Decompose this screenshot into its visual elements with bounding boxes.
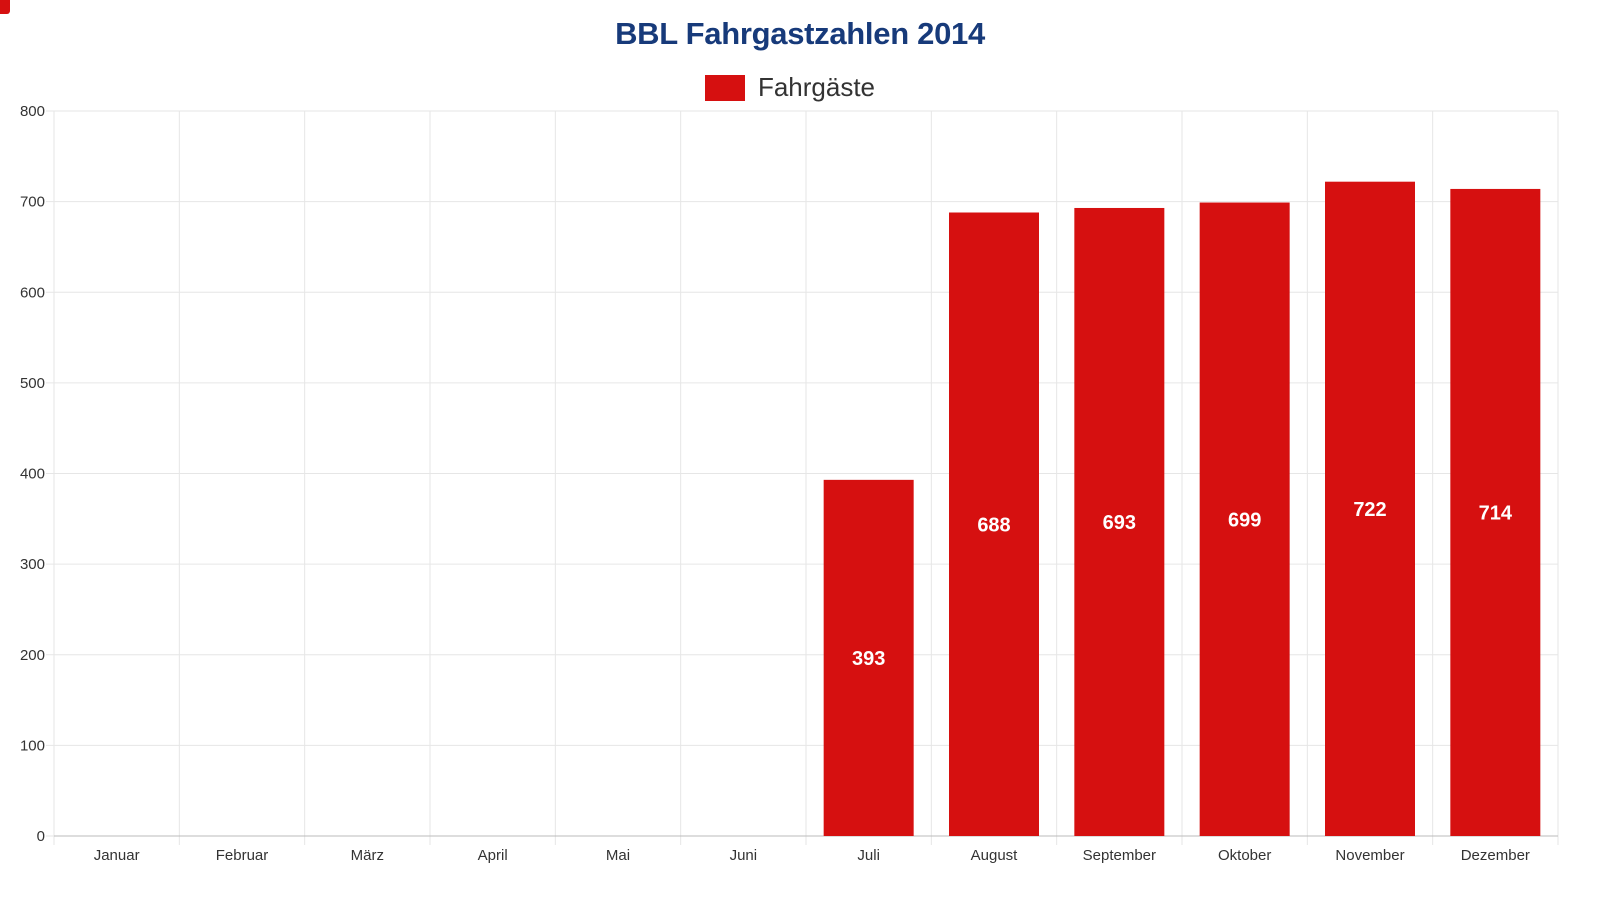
chart-title: BBL Fahrgastzahlen 2014 <box>615 16 985 51</box>
x-tick-label: April <box>478 847 508 864</box>
bar-value-label: 393 <box>852 648 885 670</box>
y-tick-label: 400 <box>20 466 45 483</box>
y-tick-label: 700 <box>20 194 45 211</box>
bar <box>1325 181 1415 836</box>
x-tick-label: Januar <box>94 847 140 864</box>
bar-value-label: 693 <box>1103 512 1136 534</box>
x-tick-label: August <box>971 847 1019 864</box>
bar <box>949 212 1039 836</box>
bar <box>1199 202 1290 836</box>
bar-value-label: 714 <box>1479 502 1513 524</box>
y-tick-label: 200 <box>20 647 45 664</box>
x-tick-label: Oktober <box>1218 847 1271 864</box>
x-tick-label: Juni <box>730 847 758 864</box>
bar <box>1450 188 1541 836</box>
x-tick-label: November <box>1335 847 1404 864</box>
bar <box>823 479 914 836</box>
x-tick-label: März <box>351 847 384 864</box>
bar <box>1074 207 1165 836</box>
x-tick-label: September <box>1083 847 1156 864</box>
y-tick-label: 500 <box>20 375 45 392</box>
y-tick-label: 100 <box>20 737 45 754</box>
corner-badge <box>0 0 10 14</box>
y-tick-label: 600 <box>20 284 45 301</box>
y-tick-label: 800 <box>20 103 45 120</box>
x-tick-label: Februar <box>216 847 269 864</box>
legend-swatch <box>704 74 745 101</box>
x-tick-label: Juli <box>857 847 880 864</box>
bar-value-label: 699 <box>1228 509 1261 531</box>
x-tick-label: Dezember <box>1461 847 1530 864</box>
legend[interactable]: Fahrgäste <box>0 72 1600 103</box>
y-tick-label: 0 <box>37 828 45 845</box>
x-tick-label: Mai <box>606 847 630 864</box>
bar-value-label: 688 <box>977 514 1010 536</box>
bar-value-label: 722 <box>1353 499 1386 521</box>
y-tick-label: 300 <box>20 556 45 573</box>
legend-label: Fahrgäste <box>757 72 876 102</box>
